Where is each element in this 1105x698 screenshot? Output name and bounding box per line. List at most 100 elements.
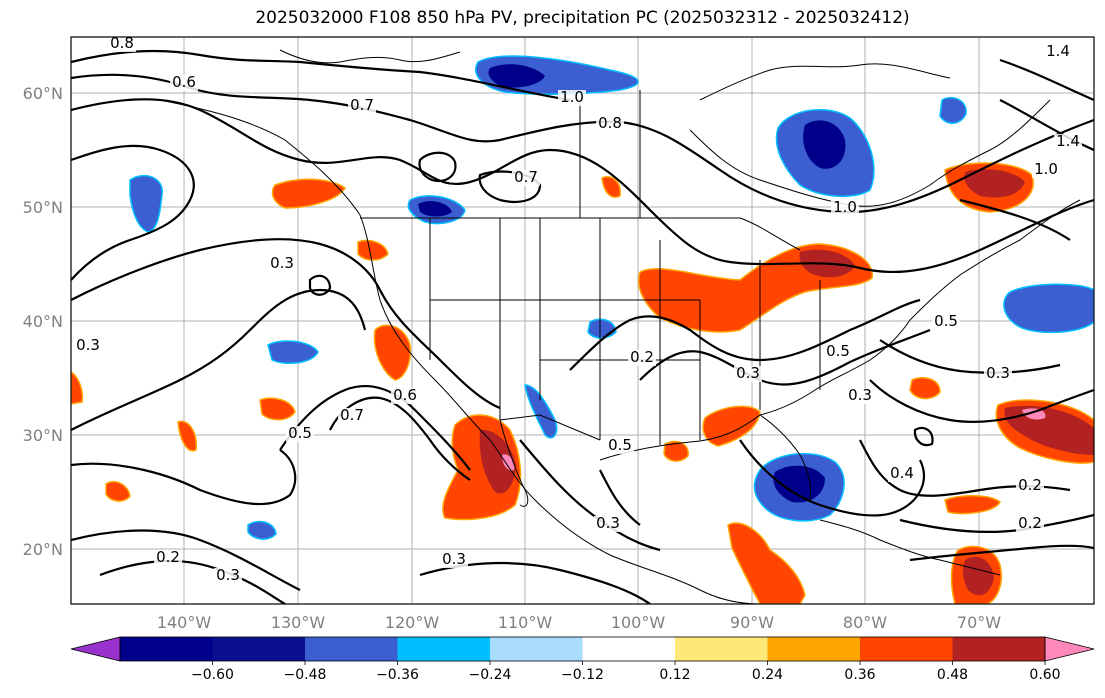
map-frame xyxy=(70,36,1095,605)
contour-label: 0.5 xyxy=(288,424,312,442)
colorbar-tick-label: 0.60 xyxy=(1029,667,1060,683)
pos-patch-texas xyxy=(663,440,689,462)
lon-tick-label: 110°W xyxy=(498,613,553,632)
contour-label: 0.3 xyxy=(986,364,1010,382)
pos-patch-quebec-core xyxy=(964,169,1025,198)
contour-label: 0.5 xyxy=(608,436,632,454)
contour-label: 0.2 xyxy=(1018,514,1042,532)
colorbar-segment xyxy=(490,637,583,661)
lat-tick-label: 20°N xyxy=(23,540,63,559)
colorbar-tick-label: −0.60 xyxy=(191,667,234,683)
colorbar-tick-label: −0.12 xyxy=(561,667,604,683)
neg-patch-bc-core xyxy=(418,201,452,217)
lon-tick-label: 140°W xyxy=(157,613,212,632)
neg-patch-hudson-core xyxy=(803,120,846,169)
lat-tick-label: 60°N xyxy=(23,84,63,103)
pos-patch-pac-w xyxy=(259,397,296,421)
pos-patch-bc2 xyxy=(271,178,347,209)
colorbar-tick-label: 0.48 xyxy=(937,667,968,683)
pos-patch-central-am xyxy=(727,522,806,604)
pos-patch-pac-w2 xyxy=(177,420,197,452)
contour-label: 1.4 xyxy=(1046,42,1070,60)
colorbar-segment xyxy=(860,637,953,661)
lon-tick-label: 70°W xyxy=(957,613,1001,632)
contour-label: 0.3 xyxy=(596,514,620,532)
colorbar-segment xyxy=(305,637,398,661)
contour-label: 1.0 xyxy=(833,198,857,216)
neg-patch-pac2 xyxy=(267,340,319,365)
contour-label: 0.5 xyxy=(826,342,850,360)
lat-tick-label: 40°N xyxy=(23,312,63,331)
colorbar-min-extend xyxy=(70,636,121,662)
contour-label: 0.7 xyxy=(514,168,538,186)
colorbar-tick-label: 0.36 xyxy=(844,667,875,683)
contour-labels: 0.8 0.6 0.7 1.0 0.8 0.7 0.3 0.3 0.2 0.5 0.7 0.6 0.5 0… xyxy=(74,34,1082,584)
pos-patch-pac-w3 xyxy=(105,480,131,502)
colorbar-max-extend xyxy=(1044,636,1095,662)
colorbar-segment xyxy=(212,637,305,661)
lon-tick-label: 130°W xyxy=(271,613,326,632)
lon-tick-label: 80°W xyxy=(843,613,887,632)
neg-patch-lab xyxy=(939,96,967,124)
contour-label: 1.0 xyxy=(560,88,584,106)
pos-patch-baja-core xyxy=(479,429,516,494)
contour-label: 0.3 xyxy=(442,550,466,568)
colorbar-tick-label: −0.24 xyxy=(469,667,512,683)
neg-patch-yukon-core xyxy=(488,64,545,88)
colorbar-labels: −0.60 −0.48 −0.36 −0.24 −0.12 0.12 0.24 0.36 0.4… xyxy=(191,661,1061,683)
contour-label: 0.6 xyxy=(172,73,196,91)
contour-label: 1.4 xyxy=(1056,132,1080,150)
colorbar-segment xyxy=(767,637,860,661)
contour-label: 0.4 xyxy=(890,464,914,482)
precip-anomaly-patches xyxy=(71,55,1094,604)
pos-patch-wa xyxy=(357,239,389,261)
contour-label: 0.8 xyxy=(110,34,134,52)
lat-tick-label: 30°N xyxy=(23,426,63,445)
contour-label: 1.0 xyxy=(1034,160,1058,178)
contour-label: 0.2 xyxy=(156,548,180,566)
pv-contours xyxy=(71,49,1094,604)
pos-patch-atl-mid xyxy=(944,495,1001,515)
colorbar-tick-label: −0.36 xyxy=(376,667,419,683)
contour-label: 0.3 xyxy=(216,566,240,584)
contour-label: 0.3 xyxy=(270,254,294,272)
contour-label: 0.3 xyxy=(736,364,760,382)
contour-label: 0.7 xyxy=(340,406,364,424)
lon-tick-label: 120°W xyxy=(385,613,440,632)
contour-label: 0.6 xyxy=(393,386,417,404)
pos-patch-sask xyxy=(601,176,621,198)
latitude-tick-labels: 60°N 50°N 40°N 30°N 20°N xyxy=(23,84,63,559)
contour-label: 0.3 xyxy=(848,386,872,404)
colorbar-segment xyxy=(675,637,768,661)
pos-patch-atl-mid2 xyxy=(909,377,941,400)
contour-label: 0.5 xyxy=(934,312,958,330)
contour-label: 0.8 xyxy=(598,114,622,132)
contour-label: 0.3 xyxy=(76,336,100,354)
pos-patch-west-edge xyxy=(71,371,84,405)
plot-title: 2025032000 F108 850 hPa PV, precipitatio… xyxy=(255,8,910,28)
contour-label: 0.2 xyxy=(1018,476,1042,494)
pos-patch-calif xyxy=(373,324,412,381)
lon-tick-label: 90°W xyxy=(730,613,774,632)
colorbar-segment xyxy=(120,637,213,661)
longitude-tick-labels: 140°W 130°W 120°W 110°W 100°W 90°W 80°W 70°W xyxy=(157,613,1001,632)
colorbar-tick-label: −0.48 xyxy=(284,667,327,683)
neg-patch-pac1 xyxy=(129,174,163,233)
neg-patch-pac3 xyxy=(247,520,277,540)
pos-patch-atl-east-core xyxy=(1004,405,1094,455)
neg-patch-atlantic xyxy=(1003,283,1094,334)
coastlines xyxy=(159,49,1081,604)
contour-label: 0.7 xyxy=(350,96,374,114)
pos-patch-baja-max xyxy=(502,454,515,471)
pos-patch-carib-core xyxy=(963,556,994,596)
colorbar-segment xyxy=(582,637,675,661)
colorbar-tick-label: 0.24 xyxy=(752,667,783,683)
neg-patch-gulf-core xyxy=(773,465,825,503)
colorbar-segment xyxy=(952,637,1045,661)
colorbar xyxy=(70,636,1095,662)
pos-patch-florida xyxy=(702,405,761,447)
lon-tick-label: 100°W xyxy=(611,613,666,632)
colorbar-segment xyxy=(397,637,490,661)
colorbar-tick-label: 0.12 xyxy=(659,667,690,683)
